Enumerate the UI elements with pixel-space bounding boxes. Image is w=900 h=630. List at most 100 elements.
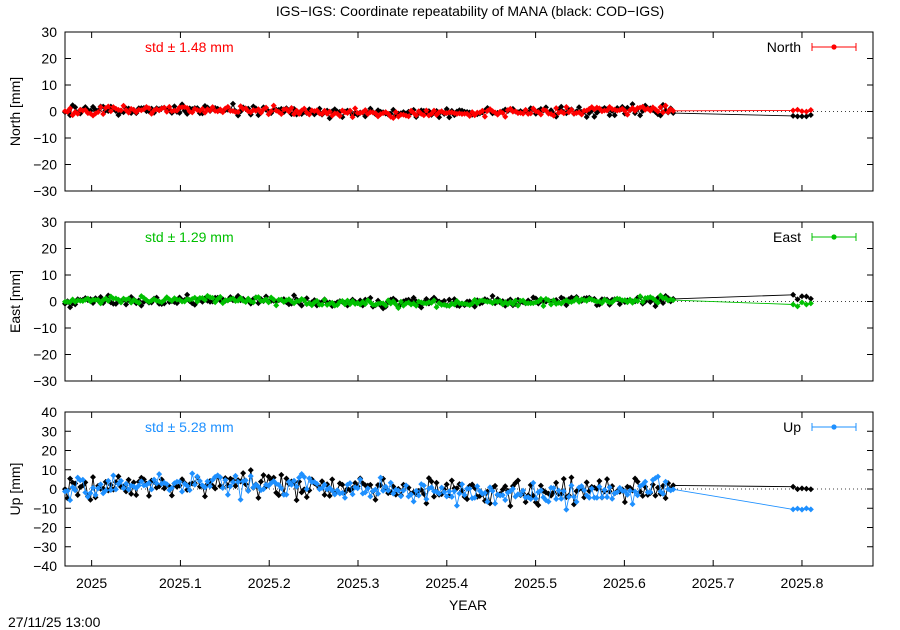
data-point xyxy=(662,495,669,502)
data-point xyxy=(168,484,175,491)
x-tick-label: 2025.3 xyxy=(337,575,380,591)
data-point xyxy=(201,493,208,500)
data-point xyxy=(520,487,527,494)
data-point xyxy=(431,297,438,304)
data-point xyxy=(303,486,310,493)
data-point xyxy=(560,110,567,117)
data-point xyxy=(201,484,208,491)
data-point xyxy=(67,497,74,504)
data-point xyxy=(135,299,142,306)
data-point xyxy=(418,304,425,311)
data-point xyxy=(420,112,427,119)
data-point xyxy=(578,111,585,118)
data-point xyxy=(189,470,196,477)
x-tick-label: 2025.2 xyxy=(248,575,291,591)
data-point xyxy=(219,484,226,491)
data-point xyxy=(532,495,539,502)
data-point xyxy=(807,111,814,118)
data-point xyxy=(397,493,404,500)
data-point xyxy=(219,109,226,116)
chart-title: IGS−IGS: Coordinate repeatability of MAN… xyxy=(276,3,664,19)
data-point xyxy=(255,483,262,490)
data-point xyxy=(199,105,206,112)
data-point xyxy=(517,491,524,498)
data-point xyxy=(492,500,499,507)
y-tick-label: 10 xyxy=(41,462,57,478)
data-point xyxy=(191,481,198,488)
data-point xyxy=(550,485,557,492)
data-point xyxy=(278,485,285,492)
data-point xyxy=(560,488,567,495)
data-point xyxy=(634,478,641,485)
data-point xyxy=(303,494,310,501)
data-point xyxy=(405,113,412,120)
data-point xyxy=(288,104,295,111)
data-point xyxy=(499,109,506,116)
data-point xyxy=(352,480,359,487)
data-point xyxy=(634,298,641,305)
x-tick-label: 2025.6 xyxy=(603,575,646,591)
data-point xyxy=(364,485,371,492)
y-tick-label: 20 xyxy=(41,443,57,459)
data-point xyxy=(87,490,94,497)
y-tick-label: 30 xyxy=(41,214,57,230)
data-point xyxy=(790,112,797,119)
data-point xyxy=(400,487,407,494)
data-point xyxy=(502,483,509,490)
data-point xyxy=(431,493,438,500)
data-point xyxy=(634,492,641,499)
data-point xyxy=(191,294,198,301)
data-point xyxy=(522,499,529,506)
data-point xyxy=(535,502,542,509)
data-point xyxy=(798,485,805,492)
x-tick-label: 2025.7 xyxy=(692,575,735,591)
y-tick-label: −40 xyxy=(33,558,57,574)
data-point xyxy=(339,489,346,496)
data-point xyxy=(133,492,140,499)
data-point xyxy=(670,297,677,304)
data-point xyxy=(179,488,186,495)
data-point xyxy=(105,297,112,304)
data-point xyxy=(469,300,476,307)
data-point xyxy=(145,105,152,112)
data-point xyxy=(255,294,262,301)
data-point xyxy=(321,481,328,488)
data-point xyxy=(507,502,514,509)
data-point xyxy=(581,487,588,494)
data-point xyxy=(565,493,572,500)
data-point xyxy=(242,477,249,484)
data-point xyxy=(492,482,499,489)
data-point xyxy=(458,481,465,488)
y-tick-label: 20 xyxy=(41,51,57,67)
data-point xyxy=(794,505,801,512)
data-point xyxy=(423,500,430,507)
y-tick-label: 0 xyxy=(49,294,57,310)
data-point xyxy=(390,490,397,497)
y-tick-label: −20 xyxy=(33,157,57,173)
data-point xyxy=(194,473,201,480)
data-point xyxy=(232,472,239,479)
y-axis-label: East [mm] xyxy=(7,270,23,333)
data-point xyxy=(560,475,567,482)
data-point xyxy=(436,490,443,497)
data-point xyxy=(186,487,193,494)
series-igs-igs-east xyxy=(62,292,814,312)
data-point xyxy=(212,485,219,492)
data-point xyxy=(291,477,298,484)
data-point xyxy=(537,295,544,302)
data-point xyxy=(461,491,468,498)
data-point xyxy=(229,100,236,107)
data-point xyxy=(189,109,196,116)
panel-east: 30 20 10 0 −10 −20 −30 East [mm] std ± 1.29 mm Ea… xyxy=(7,214,874,389)
data-point xyxy=(331,491,338,498)
data-point xyxy=(268,108,275,115)
data-point xyxy=(410,498,417,505)
data-point xyxy=(240,470,247,477)
data-point xyxy=(89,484,96,491)
data-point xyxy=(604,494,611,501)
data-point xyxy=(107,486,114,493)
data-point xyxy=(662,478,669,485)
data-point xyxy=(74,110,81,117)
data-point xyxy=(232,482,239,489)
